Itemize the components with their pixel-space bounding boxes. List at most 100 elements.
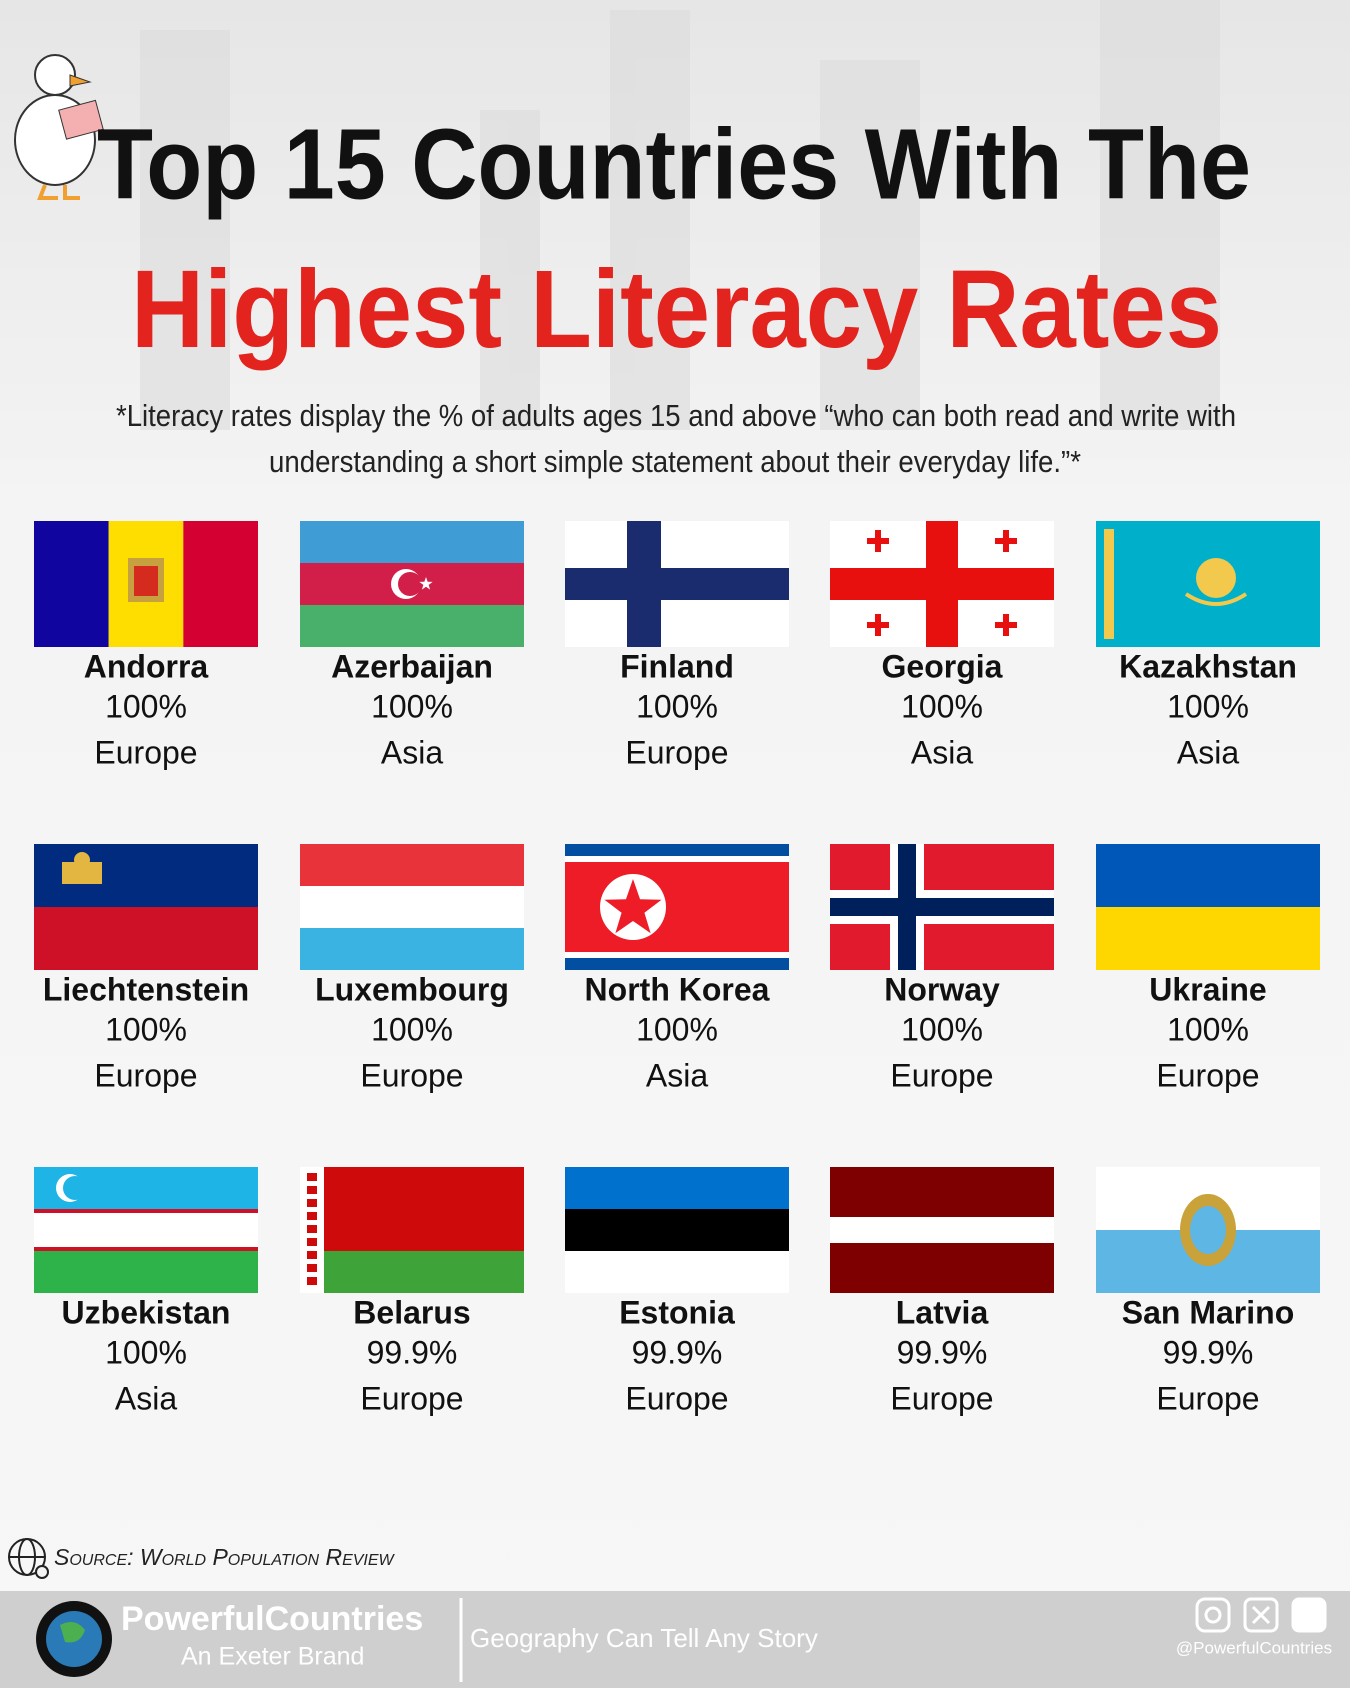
- flag-part: [34, 1251, 258, 1293]
- flag-part: [134, 566, 158, 596]
- flag-part: [300, 1251, 524, 1293]
- flag: [1096, 844, 1320, 970]
- brand-logo: [36, 1601, 112, 1677]
- literacy-rate: 99.9%: [1163, 1334, 1254, 1370]
- country-card: Uzbekistan 100% Asia: [34, 1167, 258, 1416]
- flag-part: [62, 862, 102, 884]
- country-name: Ukraine: [1149, 971, 1266, 1007]
- flag-part: [565, 862, 789, 952]
- literacy-rate: 100%: [636, 688, 718, 724]
- flag-part: [307, 1199, 317, 1207]
- literacy-rate: 100%: [105, 1334, 187, 1370]
- flag-part: [74, 852, 90, 868]
- country-card: Norway 100% Europe: [830, 844, 1054, 1093]
- country-card: Ukraine 100% Europe: [1096, 844, 1320, 1093]
- flag-part: [398, 572, 422, 596]
- flag-part: [1190, 1206, 1226, 1254]
- flag-part: [830, 568, 1054, 600]
- flag-part: [307, 1173, 317, 1181]
- flag-part: [300, 521, 524, 563]
- flag-part: [34, 907, 258, 970]
- flag: [1096, 1167, 1320, 1293]
- globe-icon: [8, 1538, 49, 1579]
- literacy-rate: 99.9%: [367, 1334, 458, 1370]
- flag-part: [867, 622, 889, 628]
- literacy-rate: 100%: [371, 1011, 453, 1047]
- country-name: Kazakhstan: [1119, 648, 1297, 684]
- flag: [34, 521, 258, 647]
- flag: [830, 1167, 1054, 1293]
- flag-part: [995, 622, 1017, 628]
- flag-part: [565, 568, 789, 600]
- country-card: Liechtenstein 100% Europe: [34, 844, 258, 1093]
- flag: [565, 1167, 789, 1293]
- country-card: Luxembourg 100% Europe: [300, 844, 524, 1093]
- flag-part: [307, 1251, 317, 1259]
- handle: @PowerfulCountries: [1176, 1638, 1332, 1657]
- country-card: Latvia 99.9% Europe: [830, 1167, 1054, 1416]
- country-card: Kazakhstan 100% Asia: [1096, 521, 1320, 770]
- country-name: Uzbekistan: [62, 1294, 231, 1330]
- flag-part: [300, 886, 524, 928]
- flag: [1096, 521, 1320, 647]
- literacy-rate: 100%: [105, 688, 187, 724]
- flag-part: [34, 1247, 258, 1251]
- source: Source: World Population Review: [54, 1544, 396, 1570]
- social-icons: [1195, 1597, 1327, 1633]
- region: Europe: [1156, 1380, 1259, 1416]
- flag: [300, 521, 524, 647]
- region: Europe: [360, 1057, 463, 1093]
- flag-part: [565, 1209, 789, 1251]
- flag: [34, 844, 258, 970]
- flag-part: [565, 1251, 789, 1293]
- country-name: Latvia: [896, 1294, 989, 1330]
- flag: [565, 844, 789, 970]
- country-name: Finland: [620, 648, 734, 684]
- goose-mascot: [14, 54, 104, 200]
- country-name: North Korea: [585, 971, 770, 1007]
- country-card: North Korea 100% Asia: [565, 844, 789, 1093]
- country-card: Belarus 99.9% Europe: [300, 1167, 524, 1416]
- region: Asia: [911, 734, 973, 770]
- flag-part: [307, 1186, 317, 1194]
- title-line2: Highest Literacy Rates: [131, 248, 1222, 371]
- brand-sub: An Exeter Brand: [181, 1643, 364, 1671]
- flag-part: [34, 521, 109, 647]
- region: Europe: [94, 734, 197, 770]
- literacy-rate: 100%: [901, 688, 983, 724]
- flag-part: [300, 605, 524, 647]
- flag-part: [419, 577, 433, 590]
- country-name: Luxembourg: [315, 971, 509, 1007]
- region: Asia: [381, 734, 443, 770]
- country-card: Andorra 100% Europe: [34, 521, 258, 770]
- skyline: [140, 0, 1220, 430]
- region: Europe: [890, 1380, 993, 1416]
- country-card: Azerbaijan 100% Asia: [300, 521, 524, 770]
- country-name: Andorra: [84, 648, 209, 684]
- region: Europe: [1156, 1057, 1259, 1093]
- flag-part: [830, 1217, 1054, 1243]
- flag-part: [307, 1238, 317, 1246]
- flag-part: [34, 1209, 258, 1213]
- flag: [565, 521, 789, 647]
- footer-band: [0, 1591, 1350, 1688]
- flag-part: [604, 879, 662, 934]
- flag: [34, 1167, 258, 1293]
- region: Asia: [1177, 734, 1239, 770]
- flag-part: [183, 521, 258, 647]
- flag-part: [63, 1176, 87, 1200]
- flag: [830, 521, 1054, 647]
- country-card: San Marino 99.9% Europe: [1096, 1167, 1320, 1416]
- flag-part: [1184, 592, 1248, 606]
- flag-part: [307, 1225, 317, 1233]
- literacy-rate: 100%: [371, 688, 453, 724]
- literacy-rate: 99.9%: [632, 1334, 723, 1370]
- region: Asia: [646, 1057, 708, 1093]
- country-name: Georgia: [882, 648, 1003, 684]
- literacy-rate: 100%: [1167, 1011, 1249, 1047]
- flag-part: [307, 1264, 317, 1272]
- region: Asia: [115, 1380, 177, 1416]
- flag-part: [307, 1277, 317, 1285]
- flag-part: [995, 538, 1017, 544]
- flag-part: [1196, 558, 1236, 598]
